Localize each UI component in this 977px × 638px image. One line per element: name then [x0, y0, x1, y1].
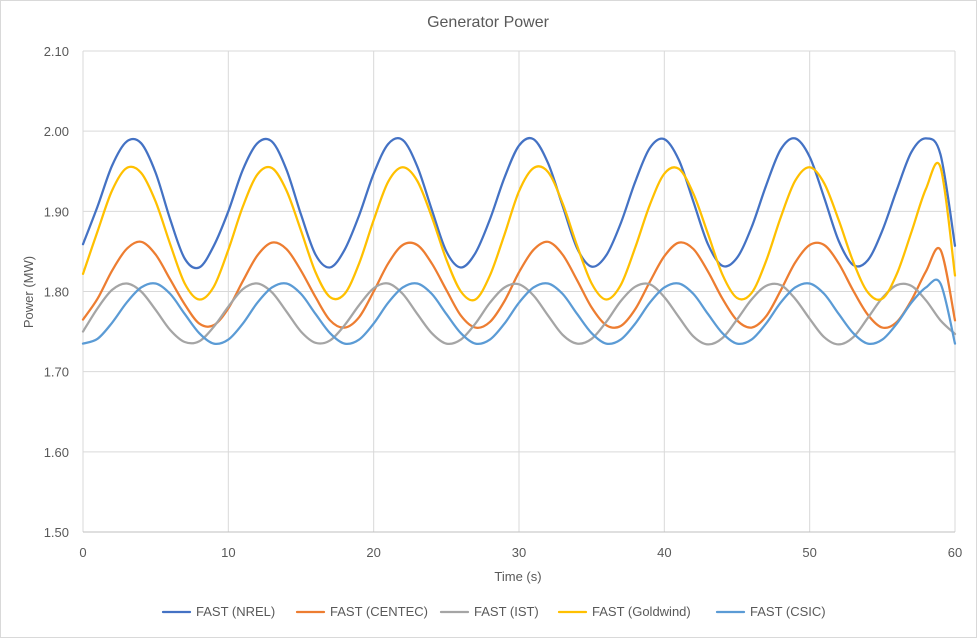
chart-title: Generator Power — [427, 14, 550, 31]
legend-label: FAST (IST) — [474, 604, 539, 619]
y-tick-label: 1.70 — [44, 365, 69, 380]
y-tick-label: 1.90 — [44, 204, 69, 219]
series-line-fast-csic — [81, 278, 957, 346]
x-tick-label: 30 — [512, 545, 526, 560]
x-tick-label: 0 — [79, 545, 86, 560]
y-tick-label: 1.60 — [44, 445, 69, 460]
series-line-fast-ist — [81, 282, 957, 346]
legend-label: FAST (Goldwind) — [592, 604, 691, 619]
series-line-fast-nrel — [81, 136, 957, 270]
legend-item-fast-csic: FAST (CSIC) — [715, 604, 826, 619]
y-tick-label: 2.10 — [44, 44, 69, 59]
legend: FAST (NREL) FAST (CENTEC) FAST (IST) FAST (… — [161, 604, 826, 619]
x-tick-label: 10 — [221, 545, 235, 560]
x-axis-title: Time (s) — [494, 569, 541, 584]
legend-item-fast-ist: FAST (IST) — [439, 604, 539, 619]
legend-item-fast-goldwind: FAST (Goldwind) — [557, 604, 691, 619]
x-tick-label: 20 — [366, 545, 380, 560]
series-line-fast-goldwind — [81, 161, 957, 302]
legend-label: FAST (CENTEC) — [330, 604, 428, 619]
y-tick-label: 2.00 — [44, 124, 69, 139]
legend-item-fast-centec: FAST (CENTEC) — [295, 604, 428, 619]
x-tick-label: 50 — [802, 545, 816, 560]
y-tick-label: 1.80 — [44, 285, 69, 300]
y-axis-title: Power (MW) — [21, 256, 36, 328]
y-tick-label: 1.50 — [44, 525, 69, 540]
legend-label: FAST (CSIC) — [750, 604, 826, 619]
series-lines — [81, 136, 957, 346]
x-tick-label: 40 — [657, 545, 671, 560]
legend-item-fast-nrel: FAST (NREL) — [161, 604, 275, 619]
axis-ticks: 1.50 1.60 1.70 1.80 1.90 2.00 2.10 0 10 20 30 40 50 6… — [44, 44, 963, 560]
legend-label: FAST (NREL) — [196, 604, 275, 619]
x-tick-label: 60 — [948, 545, 962, 560]
gridlines — [82, 50, 956, 533]
